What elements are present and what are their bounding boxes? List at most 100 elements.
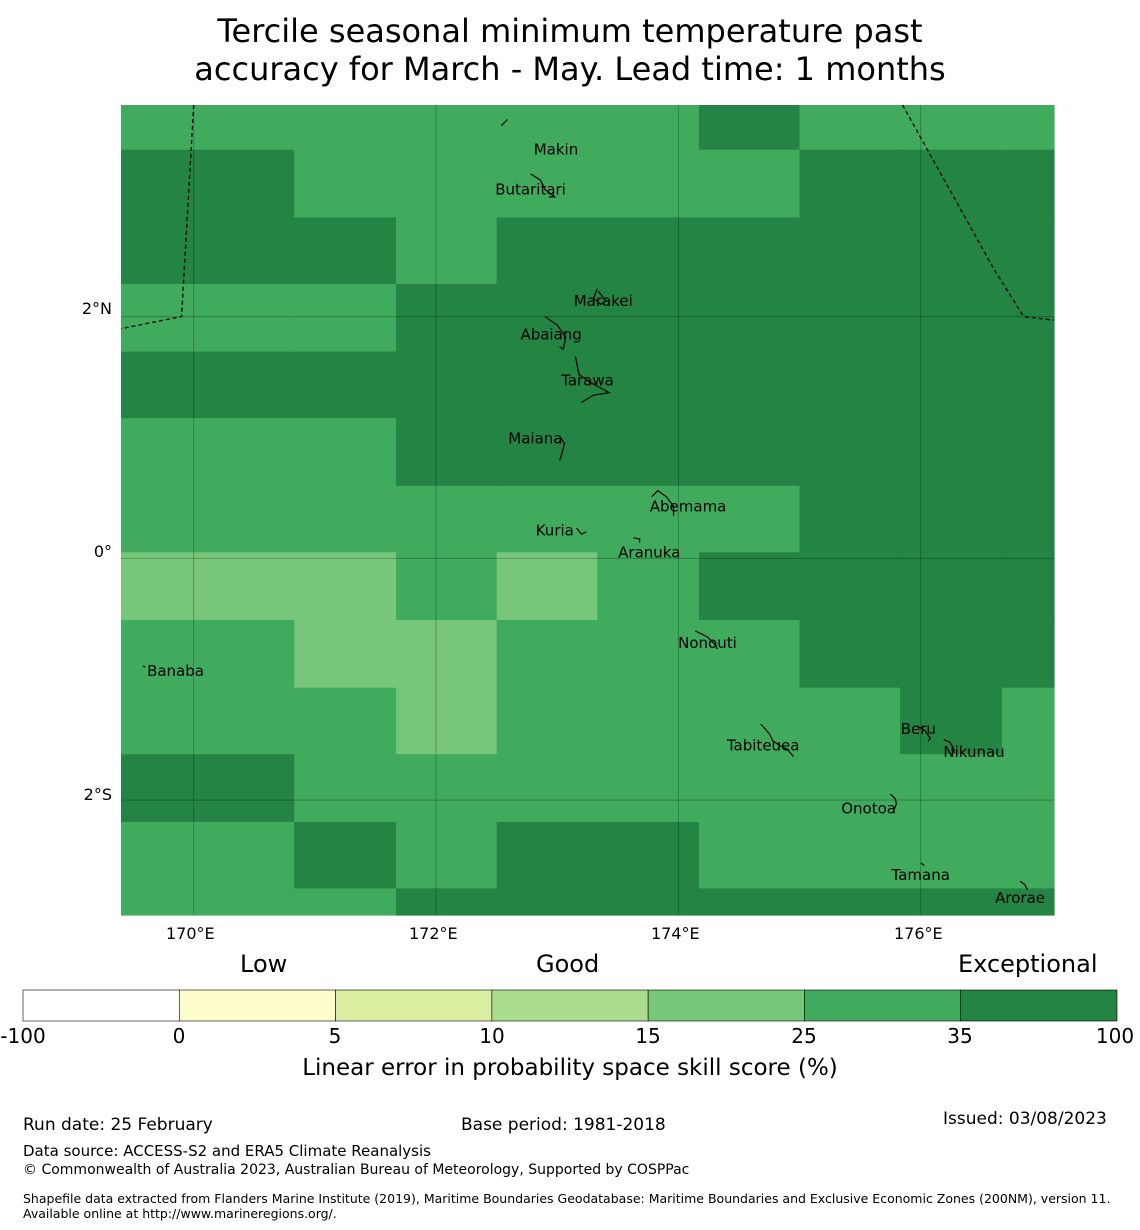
- legend-color-swatch: [804, 989, 962, 1022]
- grid-cell: [121, 552, 295, 621]
- grid-cell: [900, 821, 1003, 890]
- grid-cell: [698, 105, 801, 151]
- island-outline: [142, 665, 146, 668]
- grid-cell: [294, 552, 397, 621]
- grid-cell: [294, 620, 397, 689]
- grid-cell: [597, 105, 700, 151]
- grid-cell: [1001, 754, 1055, 823]
- grid-cell: [597, 754, 700, 823]
- grid-cell: [1001, 888, 1055, 916]
- island-label: Tabiteuea: [726, 737, 800, 755]
- island-outline: [576, 527, 587, 535]
- eez-boundary-line: [901, 104, 1055, 321]
- grid-cell: [496, 552, 598, 621]
- grid-cell: [799, 485, 901, 553]
- grid-cell: [597, 351, 700, 419]
- legend-color-swatch: [22, 989, 180, 1022]
- island-label: Aranuka: [618, 543, 680, 561]
- legend-tick: 25: [791, 1024, 817, 1048]
- grid-cell: [294, 105, 397, 151]
- grid-cell: [121, 687, 295, 755]
- lat-label-2s: 2°S: [83, 785, 112, 804]
- grid-cell: [496, 620, 598, 689]
- grid-cell: [1001, 418, 1055, 487]
- grid-cell: [698, 620, 801, 689]
- grid-cell: [396, 888, 498, 916]
- island-outline: [760, 723, 794, 758]
- skill-score-map: Makin Butaritari Marakei Abaiang Tarawa Maian…: [120, 104, 1055, 916]
- grid-cell: [121, 821, 295, 890]
- grid-cell: [799, 351, 901, 419]
- grid-cell: [496, 351, 598, 419]
- grid-cell: [121, 418, 295, 487]
- grid-cell: [121, 620, 295, 689]
- grid-cell: [900, 217, 1003, 285]
- grid-cell: [396, 105, 498, 151]
- grid-cell: [396, 149, 498, 219]
- island-outline: [695, 630, 718, 650]
- island-label: Onotoa: [841, 800, 896, 818]
- grid-cell: [698, 687, 801, 755]
- grid-cell: [396, 620, 498, 689]
- island-label: Tamana: [891, 866, 950, 884]
- legend-tick: 100: [1095, 1024, 1135, 1048]
- grid-cell: [396, 754, 498, 823]
- lon-label-176e: 176°E: [894, 924, 943, 943]
- grid-cell: [496, 149, 598, 219]
- island-outline: [920, 862, 925, 866]
- grid-cell: [294, 754, 397, 823]
- grid-cell: [597, 283, 700, 353]
- grid-cell: [900, 754, 1003, 823]
- island-label: Tarawa: [560, 372, 614, 390]
- chart-title-line-2: accuracy for March - May. Lead time: 1 m…: [194, 50, 946, 88]
- island-outline: [501, 119, 508, 126]
- grid-cell: [900, 351, 1003, 419]
- grid-cell: [799, 149, 901, 219]
- grid-cell: [597, 217, 700, 285]
- grid-cell: [396, 552, 498, 621]
- island-outline: [943, 739, 956, 754]
- issued-date: Issued: 03/08/2023: [943, 1109, 1107, 1129]
- grid-cell: [698, 149, 801, 219]
- grid-cell: [597, 418, 700, 487]
- eez-boundary-line: [120, 104, 195, 330]
- lon-label-170e: 170°E: [166, 924, 215, 943]
- grid-cell: [900, 105, 1003, 151]
- lat-label-2n: 2°N: [81, 299, 112, 318]
- grid-cell: [597, 888, 700, 916]
- island-label: Nonouti: [678, 634, 737, 652]
- grid-cell: [597, 485, 700, 553]
- legend-tick: 0: [172, 1024, 186, 1048]
- grid-cell: [496, 105, 598, 151]
- grid-cell: [294, 687, 397, 755]
- island-label: Nikunau: [943, 743, 1004, 761]
- grid-cell: [121, 283, 295, 353]
- grid-cell: [900, 552, 1003, 621]
- island-outline: [592, 288, 607, 306]
- grid-cell: [496, 418, 598, 487]
- grid-cell: [396, 283, 498, 353]
- grid-cell: [496, 888, 598, 916]
- grid-cell: [496, 485, 598, 553]
- island-label: Maiana: [508, 430, 562, 448]
- island-outline: [530, 173, 557, 198]
- legend-category-low: Low: [240, 950, 288, 978]
- grid-cell: [496, 687, 598, 755]
- island-label: Butaritari: [495, 181, 566, 199]
- island-label: Beru: [901, 720, 936, 738]
- island-label: Banaba: [147, 662, 204, 680]
- lon-label-174e: 174°E: [651, 924, 700, 943]
- grid-cell: [698, 821, 801, 890]
- island-outline: [544, 316, 567, 351]
- legend-category-good: Good: [536, 950, 600, 978]
- grid-cell: [294, 485, 397, 553]
- legend-tick: 15: [635, 1024, 661, 1048]
- grid-cell: [1001, 821, 1055, 890]
- grid-cell: [900, 485, 1003, 553]
- island-label: Abemama: [650, 497, 727, 515]
- grid-cell: [496, 754, 598, 823]
- grid-cell: [799, 552, 901, 621]
- grid-cell: [900, 620, 1003, 689]
- legend-color-swatch: [178, 989, 336, 1022]
- island-label: Makin: [534, 141, 579, 159]
